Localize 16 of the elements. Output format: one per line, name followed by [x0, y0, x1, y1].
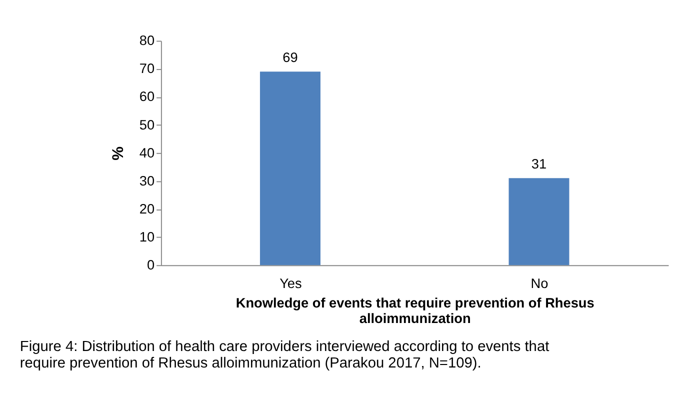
y-tick-label: 50	[139, 117, 156, 132]
y-axis-title: %	[110, 146, 127, 160]
y-tick-label: 30	[139, 173, 156, 188]
data-label: 69	[282, 50, 298, 65]
y-tick-label: 0	[147, 258, 156, 273]
data-label: 31	[531, 156, 547, 172]
y-tick-label: 70	[139, 61, 156, 76]
x-axis-title: Knowledge of events that require prevention of Rhesus alloimmunization	[236, 296, 595, 326]
x-tick-label: Yes	[280, 276, 302, 292]
y-tick-label: 10	[139, 229, 156, 244]
caption: Figure 4: Distribution of health care providers interviewed according to events that require prevention of Rhesus alloimmunization (Parakou 2017, N=109).	[20, 338, 550, 372]
x-tick-label: No	[530, 276, 549, 292]
y-tick-label: 20	[139, 201, 156, 216]
y-tick-label: 80	[139, 33, 156, 48]
y-tick-label: 40	[139, 145, 156, 160]
y-tick-label: 60	[139, 89, 156, 104]
